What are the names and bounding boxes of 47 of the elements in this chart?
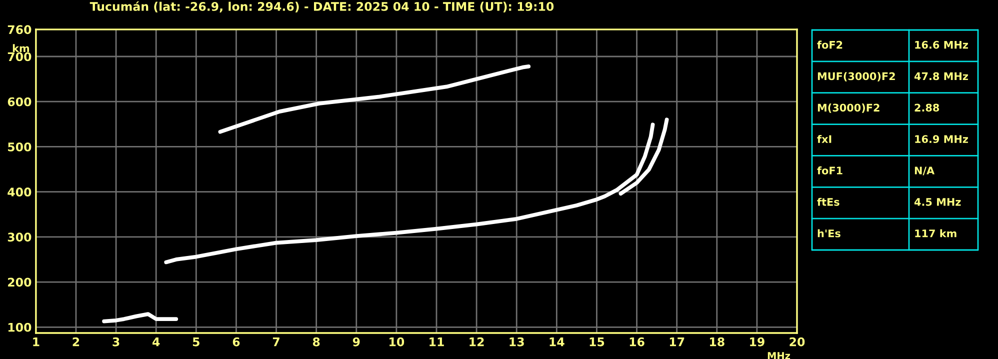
x-tick-label: 5 [192,338,200,346]
x-tick-label: 7 [272,338,280,346]
x-tick-label: 3 [112,337,120,346]
x-tick-label: 1 [33,338,40,346]
text: 16.9 MHz [915,135,968,144]
y-tick-label: 700 [8,52,32,62]
x-tick-label: 16 [630,337,644,346]
text: M(3000)F2 [818,104,880,113]
x-tick-label: 20 [790,337,805,346]
text: 47.8 MHz [914,72,968,80]
x-tick-label: 19 [750,337,764,346]
text: foF1 [817,166,842,174]
x-tick-label: 11 [430,338,444,346]
x-tick-label: 8 [312,337,320,346]
x-tick-label: 2 [72,337,80,346]
x-tick-label: 6 [232,337,240,346]
line-series [218,64,531,134]
y-tick-label: 600 [8,97,32,106]
x-tick-label: 15 [590,338,604,346]
text: fxI [817,134,832,143]
y-tick-label: 760 [8,25,32,34]
y-tick-label: 100 [8,322,32,332]
text: 16.6 MHz [915,40,968,49]
text: N/A [914,166,935,176]
text: MUF(3000)F2 [818,72,895,82]
y-tick-label: 400 [8,188,32,196]
x-tick-label: 13 [510,337,524,346]
text: 117 km [915,229,956,238]
text: foF2 [817,40,842,49]
x-tick-label: 18 [710,337,724,346]
text: 2.88 [914,104,940,112]
x-tick-label: 9 [352,337,360,346]
y-axis-title: km [12,44,30,52]
chart-title: Tucumán (lat: -26.9, lon: 294.6) - DATE: 2025 04 10 - TIME (UT): 19:10 [90,1,554,12]
x-tick-label: 4 [152,338,160,346]
line-series [102,312,178,324]
x-axis-title: MHz [768,352,790,359]
y-tick-label: 500 [8,142,32,152]
x-tick-label: 17 [670,338,684,346]
x-tick-label: 14 [550,338,564,346]
text: 4.5 MHz [914,198,961,206]
y-tick-label: 200 [8,278,32,287]
x-tick-label: 12 [470,337,484,346]
y-tick-label: 300 [8,232,32,242]
text: ftEs [817,198,840,206]
text: h'Es [818,229,840,238]
x-tick-label: 10 [390,337,404,346]
